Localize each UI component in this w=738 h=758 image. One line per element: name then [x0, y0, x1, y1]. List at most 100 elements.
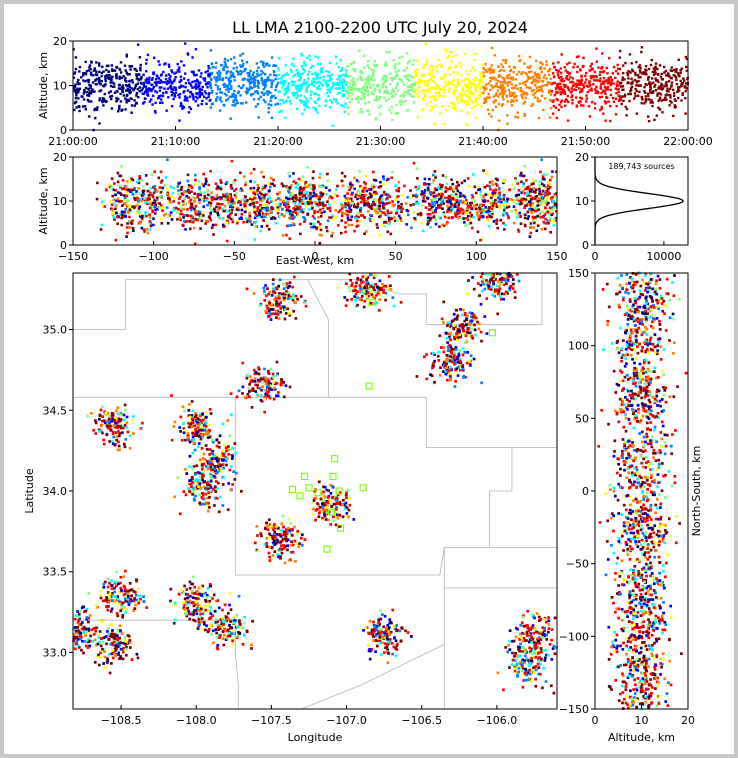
- time-height-source: [200, 72, 203, 75]
- east-west-source: [216, 185, 220, 188]
- time-height-source: [237, 73, 240, 76]
- east-west-source: [472, 215, 476, 219]
- east-west-source: [432, 215, 436, 219]
- time-height-source: [104, 83, 107, 86]
- ew-xtick-label: −50: [223, 250, 246, 263]
- east-west-source: [160, 179, 164, 183]
- time-height-source: [110, 107, 114, 110]
- time-height-source: [677, 89, 681, 92]
- time-height-source: [406, 86, 409, 89]
- time-height-source: [98, 122, 101, 125]
- time-height-source: [369, 79, 373, 82]
- east-west-source: [273, 217, 277, 220]
- time-height-source: [268, 64, 271, 67]
- east-west-source: [499, 218, 503, 222]
- time-height-source: [167, 73, 171, 76]
- east-west-source: [125, 235, 128, 238]
- east-west-source: [468, 211, 472, 214]
- east-west-source: [261, 188, 264, 191]
- time-height-source: [272, 73, 276, 77]
- ew-xtick-label: 50: [389, 250, 403, 263]
- county-line: [353, 273, 543, 326]
- east-west-source: [256, 207, 259, 211]
- time-height-source: [201, 85, 205, 89]
- time-height-source: [547, 89, 551, 92]
- plan-view-source: [252, 292, 256, 295]
- time-height-source: [435, 98, 439, 102]
- time-height-source: [138, 56, 142, 59]
- time-height-source: [477, 82, 480, 86]
- time-height-source: [445, 82, 448, 86]
- time-height-source: [529, 86, 532, 90]
- time-height-source: [272, 64, 275, 68]
- time-height-source: [301, 67, 305, 71]
- time-height-source: [490, 84, 493, 87]
- time-height-source: [397, 78, 401, 81]
- east-west-source: [358, 192, 361, 195]
- time-height-source: [130, 87, 133, 90]
- east-west-source: [483, 200, 486, 203]
- time-height-source: [312, 84, 316, 88]
- time-height-source: [383, 96, 386, 100]
- time-height-source: [107, 64, 110, 67]
- time-height-source: [511, 92, 514, 95]
- east-west-source: [226, 197, 229, 200]
- time-height-source: [346, 106, 350, 109]
- plan-view-source: [279, 310, 282, 314]
- time-height-source: [445, 84, 448, 87]
- time-height-source: [648, 98, 651, 101]
- east-west-source: [231, 220, 235, 224]
- east-west-source: [244, 202, 248, 205]
- time-height-source: [677, 73, 680, 77]
- time-height-source: [130, 97, 133, 101]
- east-west-source: [549, 210, 553, 213]
- time-height-source: [101, 99, 104, 102]
- time-height-source: [339, 79, 342, 82]
- time-height-source: [684, 89, 687, 93]
- time-height-source: [90, 89, 94, 93]
- time-height-source: [179, 102, 183, 105]
- east-west-source: [281, 234, 285, 237]
- time-height-source: [438, 63, 441, 67]
- east-west-source: [505, 199, 509, 203]
- time-height-source: [265, 63, 268, 67]
- plan-view-source: [254, 383, 257, 387]
- east-west-source: [547, 191, 550, 194]
- time-height-source: [100, 79, 103, 83]
- east-west-source: [218, 202, 221, 206]
- time-height-source: [644, 68, 647, 71]
- east-west-source: [440, 188, 444, 191]
- time-height-source: [76, 87, 79, 90]
- east-west-source: [230, 208, 234, 212]
- time-height-source: [150, 88, 153, 91]
- time-height-source: [539, 86, 543, 89]
- time-height-source: [78, 87, 82, 90]
- time-height-source: [143, 100, 146, 104]
- time-height-source: [269, 103, 273, 107]
- time-height-source: [540, 66, 543, 69]
- east-west-source: [286, 188, 289, 191]
- time-height-source: [506, 100, 509, 103]
- time-height-source: [673, 74, 677, 78]
- east-west-source: [267, 201, 271, 205]
- plan-view-source: [266, 391, 270, 394]
- time-height-source: [355, 88, 359, 91]
- plan-view-source: [276, 313, 280, 316]
- time-height-source: [559, 85, 562, 89]
- east-west-source: [257, 186, 260, 190]
- east-west-source: [130, 190, 134, 194]
- time-height-source: [77, 78, 80, 82]
- time-height-source: [173, 78, 176, 81]
- time-height-source: [397, 69, 400, 72]
- east-west-source: [375, 198, 378, 202]
- time-height-source: [122, 94, 126, 97]
- plan-view-source: [268, 388, 271, 391]
- time-height-source: [225, 99, 228, 102]
- time-height-source: [637, 79, 640, 83]
- time-height-source: [145, 88, 148, 91]
- east-west-source: [236, 219, 239, 223]
- time-height-source: [191, 56, 194, 59]
- time-height-source: [575, 96, 578, 99]
- east-west-source: [142, 185, 145, 188]
- time-height-source: [610, 79, 613, 82]
